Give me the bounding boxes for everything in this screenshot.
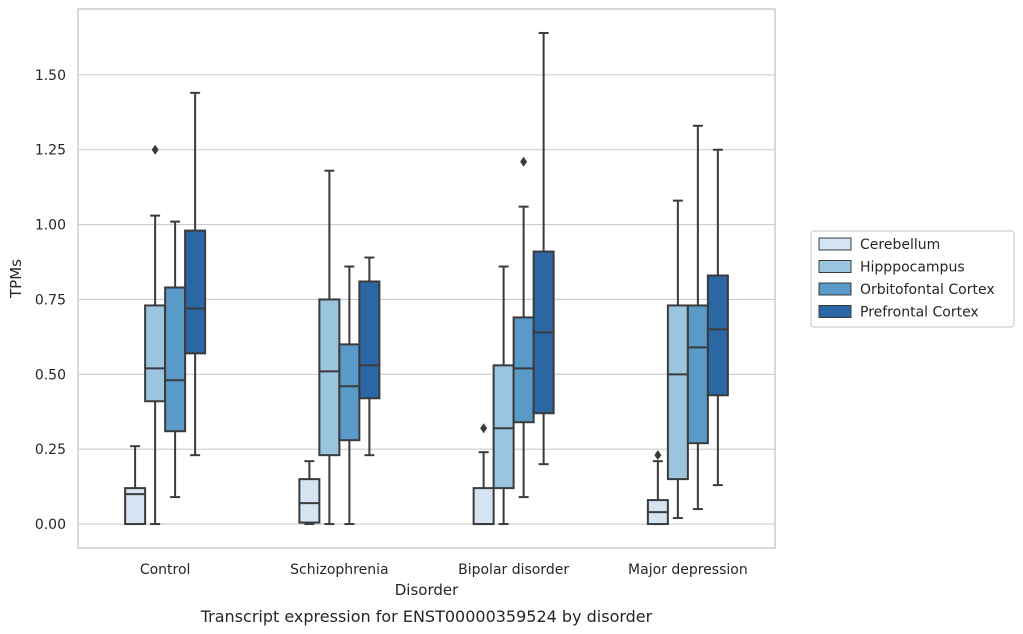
y-tick-label: 1.00 bbox=[35, 218, 66, 234]
box-1-0 bbox=[144, 144, 167, 526]
legend-label: Hipppocampus bbox=[860, 260, 965, 276]
y-tick-label: 1.25 bbox=[35, 143, 66, 159]
box-0-1 bbox=[298, 460, 321, 526]
box-iqr bbox=[144, 304, 167, 403]
box-iqr bbox=[666, 304, 689, 481]
box-0-2 bbox=[472, 423, 495, 526]
box-iqr bbox=[164, 286, 187, 433]
legend-swatch bbox=[818, 305, 852, 318]
y-axis-ticks: 0.00 0.25 0.50 0.75 1.00 1.25 1.50 bbox=[35, 68, 66, 533]
legend-swatch bbox=[818, 282, 852, 296]
legend-swatch bbox=[818, 237, 852, 251]
x-axis-ticks: Control Schizophrenia Bipolar disorder Majo… bbox=[140, 562, 748, 578]
legend-frame bbox=[810, 230, 1015, 328]
box-plot-series bbox=[124, 31, 729, 526]
box-iqr bbox=[298, 478, 321, 524]
x-tick-label: Schizophrenia bbox=[290, 562, 388, 578]
box-iqr bbox=[472, 487, 495, 526]
box-iqr bbox=[124, 487, 147, 526]
box-2-3 bbox=[686, 124, 709, 511]
box-2-0 bbox=[164, 220, 187, 499]
box-3-3 bbox=[706, 148, 729, 487]
y-tick-label: 0.75 bbox=[35, 292, 66, 308]
chart-caption: Transcript expression for ENST0000035952… bbox=[200, 607, 653, 626]
legend-label: Prefrontal Cortex bbox=[860, 305, 979, 321]
y-tick-label: 0.25 bbox=[35, 442, 66, 458]
box-3-1 bbox=[358, 256, 381, 457]
box-iqr bbox=[492, 364, 515, 490]
legend-swatch bbox=[818, 260, 852, 273]
box-iqr bbox=[686, 304, 709, 445]
box-2-2 bbox=[512, 156, 535, 499]
y-tick-label: 0.50 bbox=[35, 367, 66, 383]
y-tick-label: 1.50 bbox=[35, 68, 66, 84]
y-axis-label: TPMs bbox=[7, 259, 25, 299]
x-tick-label: Control bbox=[140, 562, 191, 578]
outlier-point bbox=[654, 450, 662, 461]
legend-label: Orbitofontal Cortex bbox=[860, 282, 995, 298]
outlier-point bbox=[151, 144, 159, 155]
x-axis-label: Disorder bbox=[395, 581, 459, 599]
box-iqr bbox=[358, 280, 381, 400]
box-iqr bbox=[184, 229, 207, 355]
box-iqr bbox=[706, 274, 729, 397]
legend: Cerebellum Hipppocampus Orbitofontal Corte… bbox=[810, 230, 1015, 328]
box-iqr bbox=[338, 343, 361, 442]
box-iqr bbox=[318, 298, 341, 457]
box-1-3 bbox=[666, 199, 689, 520]
outlier-point bbox=[480, 423, 488, 434]
box-2-1 bbox=[338, 265, 361, 526]
outlier-point bbox=[520, 156, 528, 167]
box-3-2 bbox=[532, 31, 555, 466]
x-tick-label: Bipolar disorder bbox=[458, 562, 569, 578]
box-iqr bbox=[512, 316, 535, 424]
box-0-3 bbox=[646, 450, 669, 526]
box-0-0 bbox=[124, 445, 147, 526]
box-3-0 bbox=[184, 91, 207, 457]
plot-frame bbox=[77, 8, 776, 549]
box-1-2 bbox=[492, 265, 515, 526]
legend-label: Cerebellum bbox=[860, 237, 940, 253]
box-1-1 bbox=[318, 169, 341, 526]
y-tick-label: 0.00 bbox=[35, 517, 66, 533]
x-tick-label: Major depression bbox=[628, 562, 748, 578]
